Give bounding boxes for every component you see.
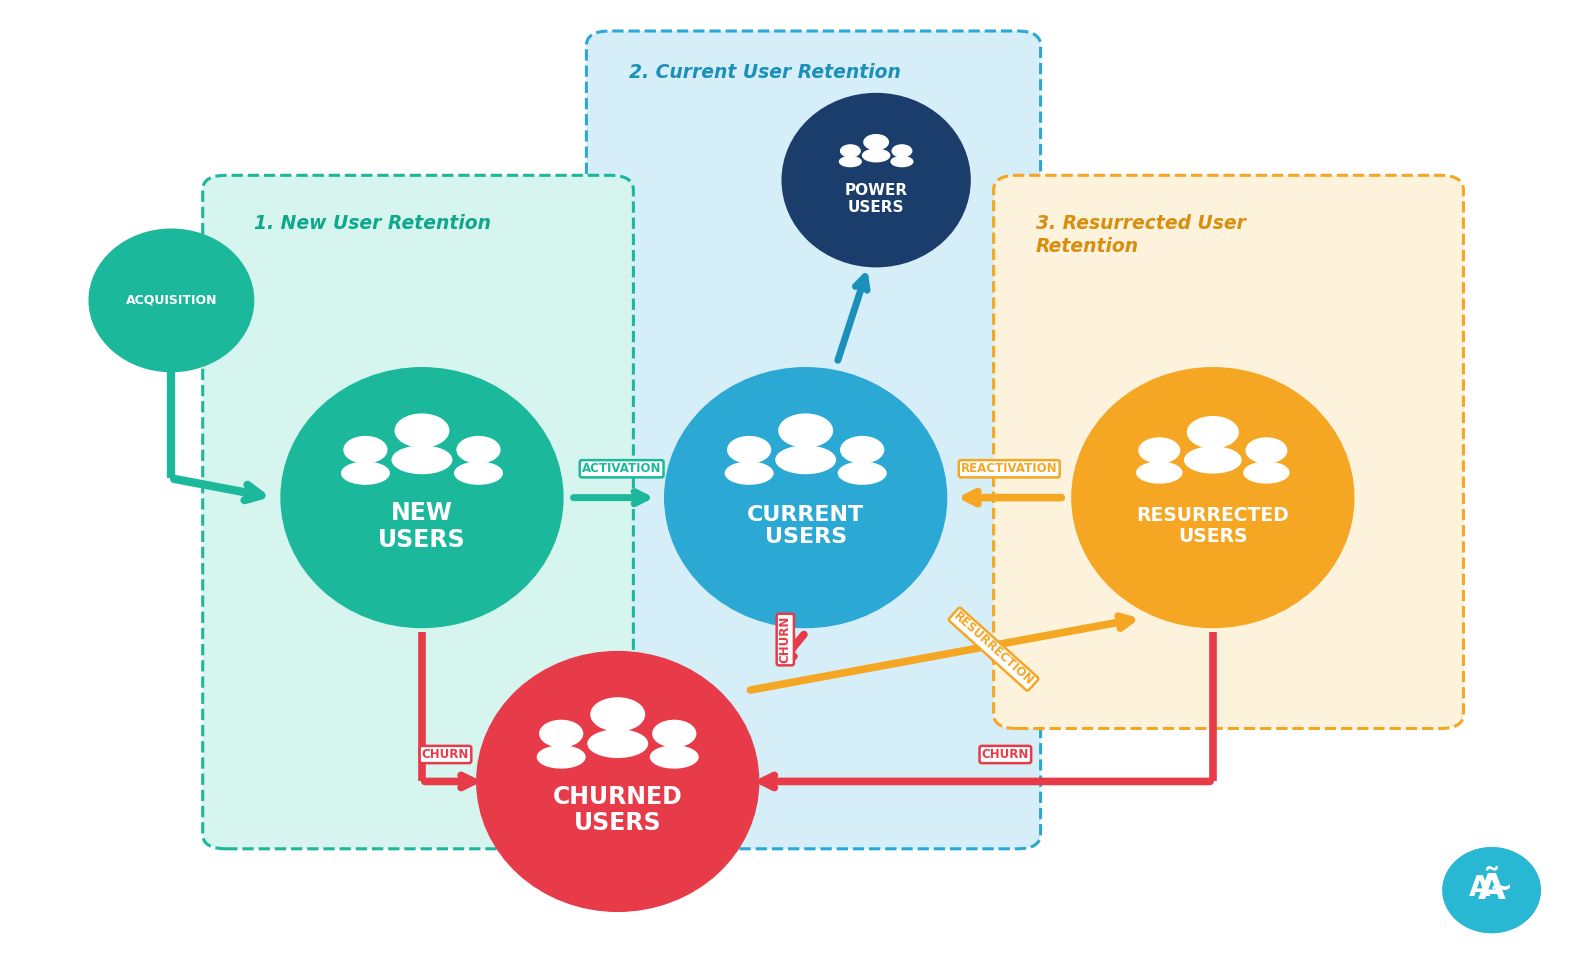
Text: Ã: Ã [1477, 873, 1506, 906]
Circle shape [1247, 438, 1286, 463]
Circle shape [841, 144, 860, 157]
Text: A~: A~ [1469, 874, 1514, 902]
Text: POWER
USERS: POWER USERS [845, 183, 907, 215]
Circle shape [653, 720, 695, 747]
Text: CHURNED
USERS: CHURNED USERS [553, 785, 683, 835]
Text: NEW
USERS: NEW USERS [378, 501, 466, 551]
Text: CURRENT
USERS: CURRENT USERS [747, 505, 864, 548]
Ellipse shape [1443, 848, 1540, 932]
Ellipse shape [782, 94, 970, 266]
Text: CHURN: CHURN [981, 748, 1029, 761]
FancyBboxPatch shape [202, 176, 634, 849]
Circle shape [841, 436, 883, 463]
Text: CHURN: CHURN [422, 748, 469, 761]
Text: REACTIVATION: REACTIVATION [961, 463, 1057, 475]
Ellipse shape [725, 463, 773, 484]
Ellipse shape [1185, 447, 1240, 473]
Circle shape [344, 436, 387, 463]
Ellipse shape [341, 463, 389, 484]
Circle shape [864, 135, 888, 149]
Circle shape [591, 698, 645, 731]
Text: RESURRECTION: RESURRECTION [951, 610, 1036, 688]
FancyBboxPatch shape [994, 176, 1463, 728]
Text: ACQUISITION: ACQUISITION [126, 294, 216, 306]
Circle shape [779, 414, 833, 447]
Ellipse shape [891, 156, 913, 167]
Ellipse shape [88, 229, 254, 372]
Circle shape [728, 436, 771, 463]
Ellipse shape [1071, 368, 1354, 628]
Text: RESURRECTED
USERS: RESURRECTED USERS [1136, 507, 1289, 547]
Ellipse shape [839, 156, 861, 167]
Ellipse shape [455, 463, 502, 484]
Text: 2. Current User Retention: 2. Current User Retention [629, 62, 901, 82]
FancyBboxPatch shape [586, 31, 1041, 849]
Ellipse shape [839, 463, 886, 484]
Ellipse shape [1443, 848, 1540, 932]
Text: 1. New User Retention: 1. New User Retention [254, 214, 491, 233]
Circle shape [893, 144, 912, 157]
Circle shape [457, 436, 499, 463]
Circle shape [1139, 438, 1180, 463]
Ellipse shape [665, 368, 946, 628]
Ellipse shape [863, 149, 890, 162]
Ellipse shape [392, 446, 452, 473]
Ellipse shape [588, 730, 648, 757]
Text: ACTIVATION: ACTIVATION [581, 463, 662, 475]
Ellipse shape [537, 746, 585, 768]
Circle shape [1188, 417, 1239, 448]
Text: 3. Resurrected User
Retention: 3. Resurrected User Retention [1036, 214, 1245, 257]
Ellipse shape [477, 652, 758, 912]
Ellipse shape [776, 446, 836, 473]
Ellipse shape [1136, 463, 1182, 483]
Ellipse shape [651, 746, 698, 768]
Ellipse shape [1243, 463, 1289, 483]
Ellipse shape [281, 368, 562, 628]
Circle shape [540, 720, 583, 747]
Circle shape [395, 414, 449, 447]
Text: CHURN: CHURN [779, 616, 792, 664]
